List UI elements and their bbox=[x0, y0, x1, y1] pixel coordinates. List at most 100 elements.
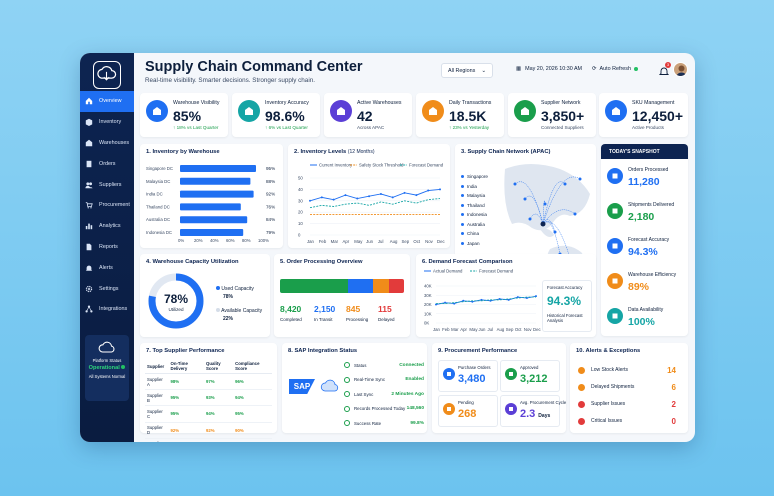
location-marker bbox=[578, 177, 582, 181]
alert-count: 14 bbox=[667, 365, 676, 375]
sidebar-item-label: Integrations bbox=[99, 306, 128, 313]
sidebar-item-alerts[interactable]: Alerts bbox=[80, 257, 134, 278]
table-cell: 92% bbox=[168, 422, 205, 439]
network-icon bbox=[85, 305, 93, 313]
clipboard-icon bbox=[85, 160, 93, 168]
alert-count: 0 bbox=[671, 416, 676, 426]
card-title: 9. Procurement Performance bbox=[438, 348, 518, 354]
sap-status-row: Records Processed Today 148,560 bbox=[344, 402, 424, 416]
bar bbox=[180, 203, 241, 211]
snapshot-label: Shipments Delivered bbox=[628, 202, 675, 208]
series-line bbox=[436, 296, 536, 305]
bar-category-label: Australia DC bbox=[146, 217, 170, 222]
network-country: Australia bbox=[461, 220, 488, 230]
kpi-label: SKU Management bbox=[632, 100, 675, 106]
table-cell: 97% bbox=[204, 373, 234, 391]
x-tick-label: 80% bbox=[242, 238, 251, 243]
order-bar-segment bbox=[280, 279, 349, 293]
sidebar-item-orders[interactable]: Orders bbox=[80, 153, 134, 174]
table-cell: 91% bbox=[168, 438, 205, 442]
sidebar-item-settings[interactable]: Settings bbox=[80, 278, 134, 299]
table-cell: Supplier E bbox=[145, 438, 169, 442]
x-tick-label: Sep bbox=[506, 327, 514, 332]
warehouse-icon bbox=[85, 139, 93, 147]
page-title: Supply Chain Command Center bbox=[145, 59, 363, 75]
users-icon bbox=[85, 181, 93, 189]
procurement-label: Pending bbox=[458, 400, 474, 405]
procurement-metric: Avg. Procurement Cycle 2.3 Days bbox=[500, 395, 566, 427]
procurement-value: 2.3 Days bbox=[520, 408, 551, 420]
alert-row[interactable]: Low Stock Alerts 14 bbox=[578, 363, 676, 377]
x-tick-label: Mar bbox=[451, 327, 459, 332]
order-stat-value: 2,150 bbox=[314, 304, 336, 314]
kpi-subtext: Active Products bbox=[632, 125, 664, 130]
order-bar-segment bbox=[372, 279, 390, 293]
order-stat: 8,420 Completed bbox=[280, 304, 302, 322]
legend-label: Current Inventory bbox=[319, 163, 353, 168]
alert-row[interactable]: Critical Issues 0 bbox=[578, 414, 676, 428]
box-icon bbox=[85, 118, 93, 127]
sidebar-item-reports[interactable]: Reports bbox=[80, 237, 134, 258]
sap-status-key: Last Sync bbox=[354, 391, 374, 397]
kpi-card: Inventory Accuracy 98.6% ↑ 6% vs Last Quar… bbox=[232, 93, 320, 137]
y-tick-label: 30 bbox=[298, 198, 303, 203]
bar bbox=[180, 229, 244, 236]
location-dot bbox=[461, 232, 464, 236]
sidebar-item-label: Alerts bbox=[99, 264, 113, 271]
alert-count: 2 bbox=[671, 399, 676, 409]
location-marker bbox=[523, 197, 527, 201]
x-tick-label: Feb bbox=[319, 239, 327, 244]
snapshot-item: Orders Processed 11,280 bbox=[607, 162, 685, 196]
table-cell: 93% bbox=[204, 389, 234, 407]
legend-label: Safety Stock Threshold bbox=[359, 163, 404, 168]
snapshot-value: 94.3% bbox=[628, 246, 658, 258]
kpi-subtext: Across APAC bbox=[357, 125, 385, 130]
sap-status-value: 99.8% bbox=[410, 420, 424, 426]
sidebar-item-suppliers[interactable]: Suppliers bbox=[80, 174, 134, 195]
alert-icon bbox=[578, 417, 585, 425]
sap-status-value: Connected bbox=[399, 362, 424, 368]
network-country: Japan bbox=[461, 239, 488, 249]
inventory-bar-chart: Singapore DC 95% Malaysia DC 88% India DC 92%… bbox=[146, 165, 275, 243]
kpi-label: Inventory Accuracy bbox=[265, 100, 309, 106]
available-capacity-legend: Available Capacity 22% bbox=[216, 308, 262, 322]
procurement-label: Purchase Orders bbox=[458, 365, 491, 370]
series-point bbox=[309, 199, 311, 202]
sap-logo: SAP bbox=[289, 379, 315, 394]
sidebar-item-inventory[interactable]: Inventory bbox=[80, 112, 134, 133]
notifications-button[interactable]: 3 bbox=[658, 62, 671, 76]
x-tick-label: Aug bbox=[390, 239, 398, 244]
procurement-label: Avg. Procurement Cycle bbox=[520, 400, 567, 405]
document-icon bbox=[85, 243, 93, 251]
auto-refresh-toggle[interactable]: ⟳ Auto Refresh bbox=[592, 66, 638, 72]
gear-icon bbox=[85, 285, 93, 293]
route-line bbox=[542, 209, 576, 225]
x-tick-label: Dec bbox=[533, 327, 541, 332]
warehouse-capacity-card: 4. Warehouse Capacity Utilization 78% Ut… bbox=[140, 254, 270, 337]
order-stat: 845 Processing bbox=[346, 304, 368, 322]
order-stacked-bar bbox=[280, 279, 404, 293]
procurement-icon bbox=[505, 403, 517, 415]
region-select[interactable]: All Regions ⌄ bbox=[441, 63, 493, 78]
alert-row[interactable]: Supplier Issues 2 bbox=[578, 397, 676, 411]
procurement-icon bbox=[505, 368, 517, 380]
sidebar-item-integrations[interactable]: Integrations bbox=[80, 299, 134, 320]
table-cell: 95% bbox=[233, 405, 272, 423]
alert-row[interactable]: Delayed Shipments 6 bbox=[578, 380, 676, 394]
series-point bbox=[507, 298, 510, 301]
sidebar-item-label: Inventory bbox=[99, 119, 122, 126]
kpi-label: Supplier Network bbox=[541, 100, 581, 106]
legend-label: Actual Demand bbox=[433, 269, 463, 274]
y-tick-label: 0K bbox=[424, 321, 429, 326]
procurement-value: 3,212 bbox=[520, 373, 548, 385]
sidebar-item-procurement[interactable]: Procurement bbox=[80, 195, 134, 216]
y-tick-label: 10 bbox=[298, 221, 303, 226]
sidebar-item-overview[interactable]: Overview bbox=[80, 91, 134, 112]
series-point bbox=[403, 191, 406, 194]
x-tick-label: Dec bbox=[437, 239, 445, 244]
avatar[interactable] bbox=[673, 62, 688, 77]
table-header: On-Time Delivery bbox=[168, 359, 205, 374]
sidebar-item-analytics[interactable]: Analytics bbox=[80, 216, 134, 237]
sidebar-item-warehouses[interactable]: Warehouses bbox=[80, 133, 134, 154]
procurement-card: 9. Procurement Performance Purchase Orde… bbox=[432, 343, 566, 433]
